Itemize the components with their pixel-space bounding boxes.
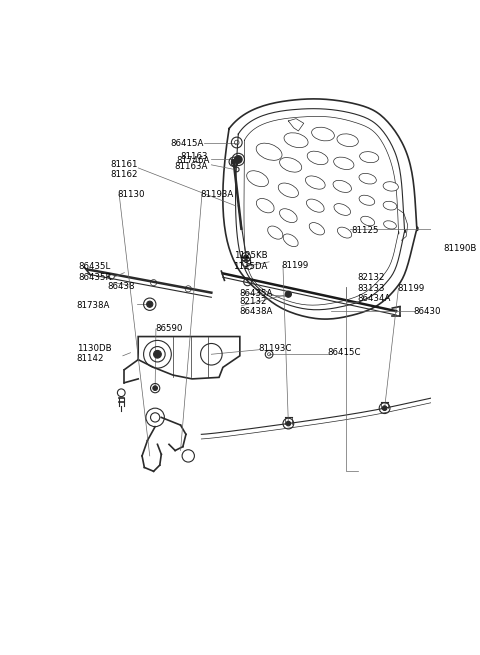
Text: 1125KB
1125DA: 1125KB 1125DA [233,252,267,271]
Text: 81199: 81199 [281,261,309,271]
Ellipse shape [359,174,376,184]
Ellipse shape [360,216,374,226]
Circle shape [231,159,236,164]
Ellipse shape [284,133,308,147]
Text: 81163
81163A: 81163 81163A [174,152,207,172]
Ellipse shape [334,157,354,170]
Text: 86430: 86430 [413,307,441,316]
Ellipse shape [334,204,350,215]
Text: 81193A: 81193A [201,189,234,198]
Text: 86435L
86435R: 86435L 86435R [78,262,112,282]
Text: 86415A: 86415A [170,139,204,148]
Ellipse shape [307,151,328,164]
Ellipse shape [360,152,379,162]
Ellipse shape [333,180,351,193]
Ellipse shape [247,171,268,187]
Text: 81130: 81130 [118,189,145,198]
Circle shape [154,350,161,358]
Circle shape [286,421,291,426]
Ellipse shape [359,195,375,205]
Circle shape [285,291,291,297]
Text: 81193C: 81193C [258,344,292,352]
Ellipse shape [384,221,396,229]
Ellipse shape [383,201,397,210]
Text: 1130DB
81142: 1130DB 81142 [77,344,111,363]
Ellipse shape [305,176,325,189]
Ellipse shape [312,127,335,141]
Circle shape [382,406,387,411]
Ellipse shape [306,199,324,212]
Text: 81161
81162: 81161 81162 [111,160,138,179]
Text: 81190B: 81190B [443,244,477,252]
Circle shape [234,156,242,163]
Ellipse shape [268,226,283,239]
Ellipse shape [278,183,299,197]
Ellipse shape [283,234,298,247]
Ellipse shape [383,181,398,191]
Text: 81199: 81199 [397,284,424,293]
Ellipse shape [279,158,302,172]
Ellipse shape [256,198,274,213]
Text: 86590: 86590 [155,324,182,333]
Text: 82132
86438A: 82132 86438A [240,297,273,316]
Text: 86435A: 86435A [240,289,273,298]
Text: 82132
83133
86434A: 82132 83133 86434A [358,273,391,303]
Text: 81746A: 81746A [177,156,210,164]
Text: 81738A: 81738A [77,301,110,310]
Text: 86438: 86438 [108,282,135,291]
Circle shape [153,386,157,390]
Ellipse shape [256,143,282,160]
Ellipse shape [279,209,297,223]
Ellipse shape [337,134,358,147]
Circle shape [244,255,248,259]
Ellipse shape [309,223,324,235]
Circle shape [147,301,153,307]
Ellipse shape [337,227,352,238]
Text: 86415C: 86415C [328,348,361,357]
Text: 81125: 81125 [351,226,379,234]
